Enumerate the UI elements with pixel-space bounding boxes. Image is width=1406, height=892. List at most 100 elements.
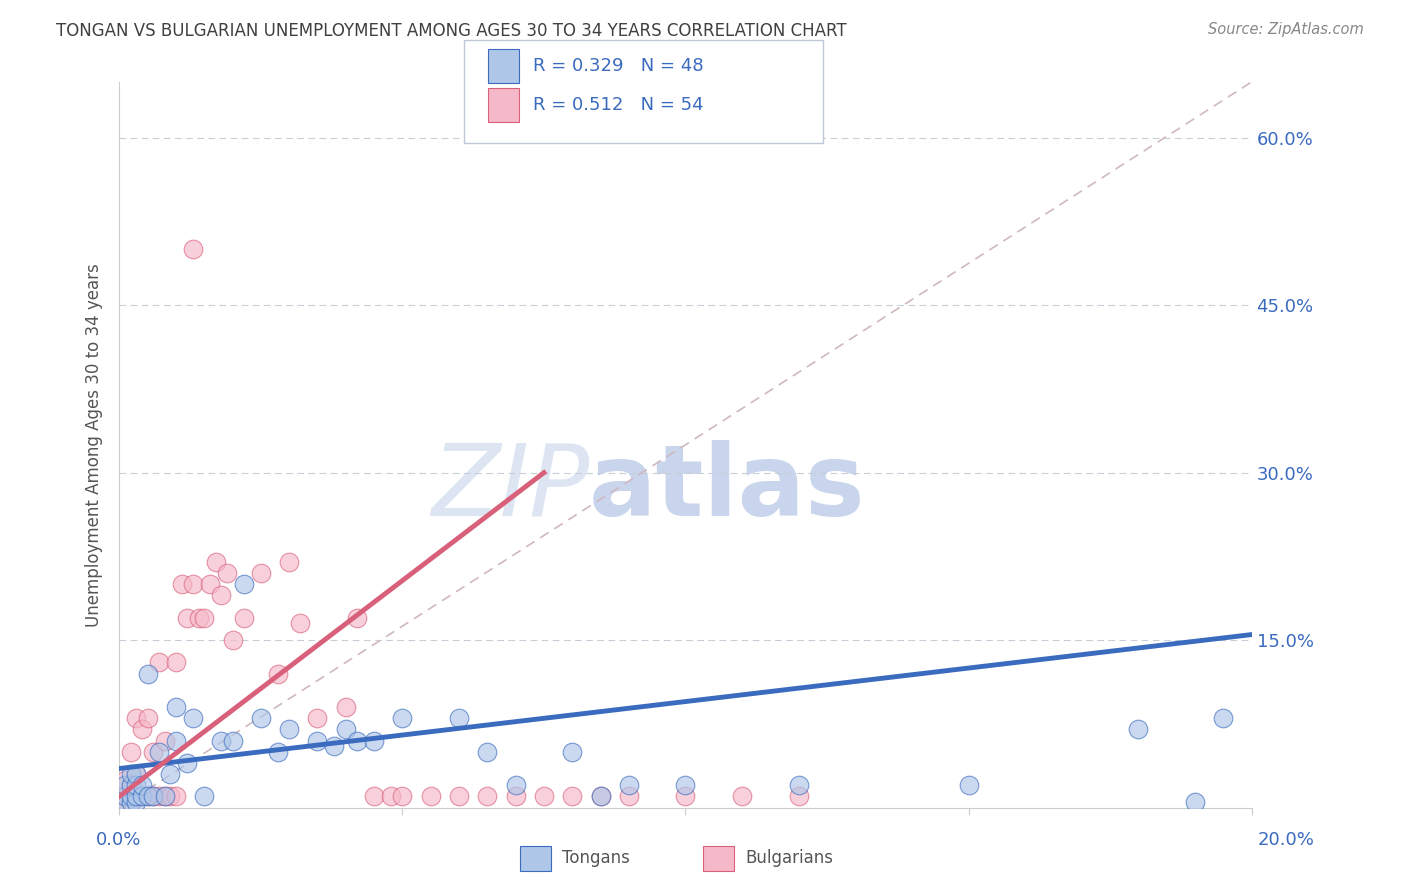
- Point: [187, 611, 209, 625]
- Point: [363, 733, 385, 747]
- Point: [391, 711, 413, 725]
- Point: [307, 711, 329, 725]
- Text: TONGAN VS BULGARIAN UNEMPLOYMENT AMONG AGES 30 TO 34 YEARS CORRELATION CHART: TONGAN VS BULGARIAN UNEMPLOYMENT AMONG A…: [56, 22, 846, 40]
- Point: [142, 745, 165, 759]
- Point: [120, 778, 142, 792]
- Point: [114, 789, 136, 804]
- Point: [957, 778, 980, 792]
- Point: [148, 745, 170, 759]
- Point: [250, 711, 273, 725]
- Point: [278, 723, 301, 737]
- Point: [209, 589, 232, 603]
- Point: [120, 795, 142, 809]
- Point: [120, 789, 142, 804]
- Point: [617, 778, 640, 792]
- Point: [1184, 795, 1206, 809]
- Text: atlas: atlas: [589, 440, 866, 537]
- Text: Bulgarians: Bulgarians: [745, 849, 834, 867]
- Point: [131, 778, 153, 792]
- Point: [193, 611, 215, 625]
- Point: [114, 772, 136, 787]
- Point: [193, 789, 215, 804]
- Point: [181, 577, 204, 591]
- Point: [176, 756, 198, 770]
- Point: [346, 733, 368, 747]
- Point: [267, 745, 290, 759]
- Point: [447, 711, 470, 725]
- Point: [165, 733, 187, 747]
- Point: [589, 789, 612, 804]
- Point: [153, 733, 176, 747]
- Point: [335, 700, 357, 714]
- Point: [209, 733, 232, 747]
- Point: [131, 789, 153, 804]
- Point: [675, 778, 697, 792]
- Point: [120, 745, 142, 759]
- Point: [114, 795, 136, 809]
- Point: [120, 778, 142, 792]
- Point: [323, 739, 346, 754]
- Y-axis label: Unemployment Among Ages 30 to 34 years: Unemployment Among Ages 30 to 34 years: [86, 263, 103, 627]
- Point: [290, 616, 312, 631]
- Text: 0.0%: 0.0%: [96, 831, 141, 849]
- Point: [505, 789, 527, 804]
- Point: [731, 789, 754, 804]
- Text: Source: ZipAtlas.com: Source: ZipAtlas.com: [1208, 22, 1364, 37]
- Point: [221, 733, 243, 747]
- Point: [335, 723, 357, 737]
- Point: [136, 789, 159, 804]
- Point: [125, 778, 148, 792]
- Point: [181, 711, 204, 725]
- Text: R = 0.512   N = 54: R = 0.512 N = 54: [533, 96, 703, 114]
- Point: [125, 767, 148, 781]
- Text: R = 0.329   N = 48: R = 0.329 N = 48: [533, 57, 703, 75]
- Point: [165, 656, 187, 670]
- Point: [120, 795, 142, 809]
- Point: [675, 789, 697, 804]
- Point: [153, 789, 176, 804]
- Point: [181, 243, 204, 257]
- Point: [346, 611, 368, 625]
- Point: [477, 745, 499, 759]
- Point: [114, 795, 136, 809]
- Point: [278, 555, 301, 569]
- Point: [391, 789, 413, 804]
- Point: [250, 566, 273, 581]
- Point: [589, 789, 612, 804]
- Point: [148, 656, 170, 670]
- Point: [159, 789, 181, 804]
- Point: [1212, 711, 1234, 725]
- Text: 20.0%: 20.0%: [1258, 831, 1315, 849]
- Point: [787, 789, 810, 804]
- Point: [561, 789, 583, 804]
- Point: [505, 778, 527, 792]
- Point: [267, 666, 290, 681]
- Point: [165, 700, 187, 714]
- Point: [533, 789, 555, 804]
- Point: [215, 566, 238, 581]
- Text: Tongans: Tongans: [562, 849, 630, 867]
- Point: [447, 789, 470, 804]
- Point: [204, 555, 226, 569]
- Point: [114, 778, 136, 792]
- Point: [477, 789, 499, 804]
- Point: [165, 789, 187, 804]
- Point: [159, 767, 181, 781]
- Point: [125, 767, 148, 781]
- Point: [170, 577, 193, 591]
- Point: [307, 733, 329, 747]
- Point: [176, 611, 198, 625]
- Point: [120, 767, 142, 781]
- Point: [136, 789, 159, 804]
- Point: [131, 723, 153, 737]
- Point: [419, 789, 441, 804]
- Point: [142, 789, 165, 804]
- Point: [131, 789, 153, 804]
- Point: [232, 611, 254, 625]
- Point: [198, 577, 221, 591]
- Point: [142, 789, 165, 804]
- Point: [136, 711, 159, 725]
- Point: [125, 795, 148, 809]
- Point: [617, 789, 640, 804]
- Point: [125, 789, 148, 804]
